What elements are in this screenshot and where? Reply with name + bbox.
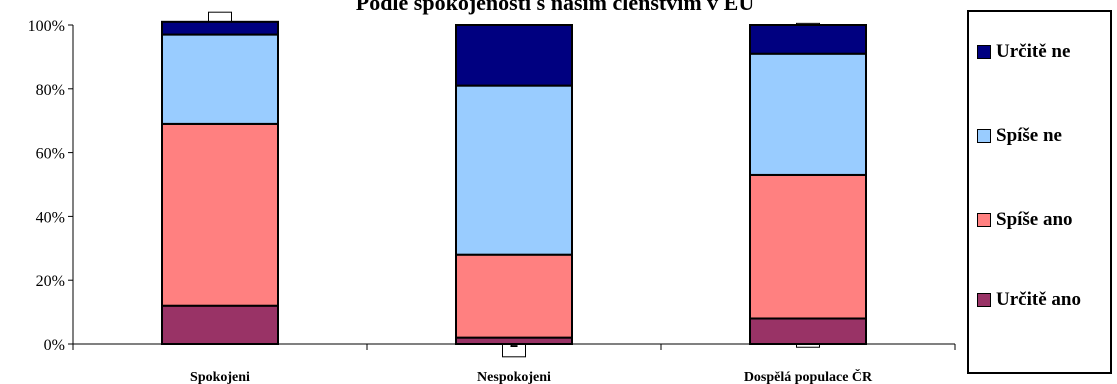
legend-item-spise-ne: Spíše ne (977, 124, 1114, 147)
legend-label-urcite-ano: Určitě ano (996, 289, 1081, 310)
legend-swatch-spise-ano (977, 213, 991, 227)
legend-item-spise-ano: Spíše ano (977, 208, 1114, 231)
y-tick-label: 80% (36, 82, 65, 99)
bar-segment (749, 52, 867, 176)
x-axis: Spokojeni Nespokojeni Dospělá populace ČR (72, 343, 956, 384)
y-tick-label: 0% (44, 337, 65, 354)
bar-segment (749, 24, 867, 55)
legend-swatch-urcite-ne (977, 45, 991, 59)
stacked-bar-chart: Podle spokojenosti s naším členstvím v E… (28, 0, 956, 384)
x-tick-label: Nespokojeni (477, 370, 551, 384)
y-tick-label: 20% (36, 273, 65, 290)
y-tick-label: 100% (28, 18, 65, 35)
legend: Určitě ne Spíše ne Spíše ano Určitě ano (967, 10, 1112, 374)
x-tick-label: Dospělá populace ČR (744, 368, 873, 384)
legend-swatch-spise-ne (977, 129, 991, 143)
bar-segment (455, 24, 573, 87)
bar-segment (161, 20, 279, 36)
y-tick-label: 60% (36, 146, 65, 163)
bar-segment (161, 304, 279, 345)
bar-segment (455, 253, 573, 339)
bar-segment (749, 173, 867, 320)
legend-item-urcite-ano: Určitě ano (977, 288, 1114, 311)
legend-label-spise-ano: Spíše ano (996, 209, 1073, 230)
legend-item-urcite-ne: Určitě ne (977, 40, 1114, 63)
y-tick-label: 40% (36, 209, 65, 226)
bar-segment (749, 317, 867, 346)
x-tick-label: Spokojeni (190, 370, 250, 384)
legend-label-urcite-ne: Určitě ne (996, 41, 1071, 62)
y-axis: 0% 20% 40% 60% 80% 100% (28, 18, 74, 354)
legend-swatch-urcite-ano (977, 293, 991, 307)
chart-title: Podle spokojenosti s naším členstvím v E… (356, 0, 755, 15)
bar-segment (161, 33, 279, 125)
bars: 12572842265319845389 (161, 11, 867, 358)
legend-label-spise-ne: Spíše ne (996, 125, 1062, 146)
bar-segment (161, 122, 279, 307)
bar-segment (455, 84, 573, 256)
